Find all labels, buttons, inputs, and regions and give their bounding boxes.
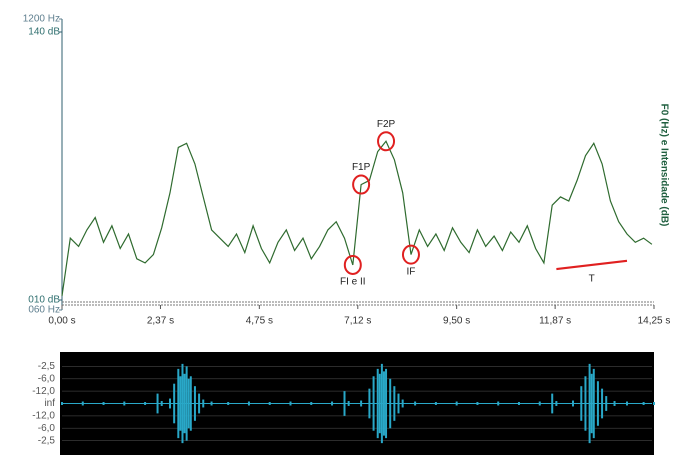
annotation-label: T	[589, 274, 595, 285]
annotation-label: F2P	[377, 119, 396, 130]
annotation-circle	[352, 174, 371, 195]
annotation-label: IF	[407, 266, 416, 277]
x-tick-label: 14,25 s	[638, 316, 671, 327]
y-tick-label: 140 dB	[28, 27, 60, 38]
y-tick-label: -12,0	[32, 411, 55, 422]
intensity-line	[61, 140, 653, 296]
y-tick-label: -12,0	[32, 386, 55, 397]
x-tick-label: 7,12 s	[344, 316, 371, 327]
y-tick-label: -6,0	[38, 423, 56, 434]
y2-tick-label: 1200 Hz	[23, 14, 60, 25]
y-tick-label: 010 dB	[28, 295, 60, 306]
annotation-circle	[343, 254, 362, 275]
annotation-circle	[377, 131, 396, 152]
y2-tick-label: 060 Hz	[28, 305, 60, 316]
x-tick-label: 0,00 s	[48, 316, 75, 327]
annotation-label: F1P	[352, 162, 371, 173]
annotation-label: FI e II	[340, 277, 366, 288]
x-tick-label: 11,87 s	[539, 316, 571, 327]
y-tick-label: -2,5	[38, 361, 56, 372]
y-tick-label: inf	[44, 398, 55, 409]
annotation-segment	[556, 259, 628, 271]
x-tick-label: 9,50 s	[443, 316, 470, 327]
x-tick-label: 2,37 s	[147, 316, 174, 327]
y-tick-label: -2,5	[38, 435, 56, 446]
x-tick-label: 4,75 s	[246, 316, 273, 327]
annotation-circle	[401, 244, 420, 265]
y-axis-title: F0 (Hz) e Intensidade (dB)	[658, 104, 669, 227]
y-tick-label: -6,0	[38, 373, 56, 384]
